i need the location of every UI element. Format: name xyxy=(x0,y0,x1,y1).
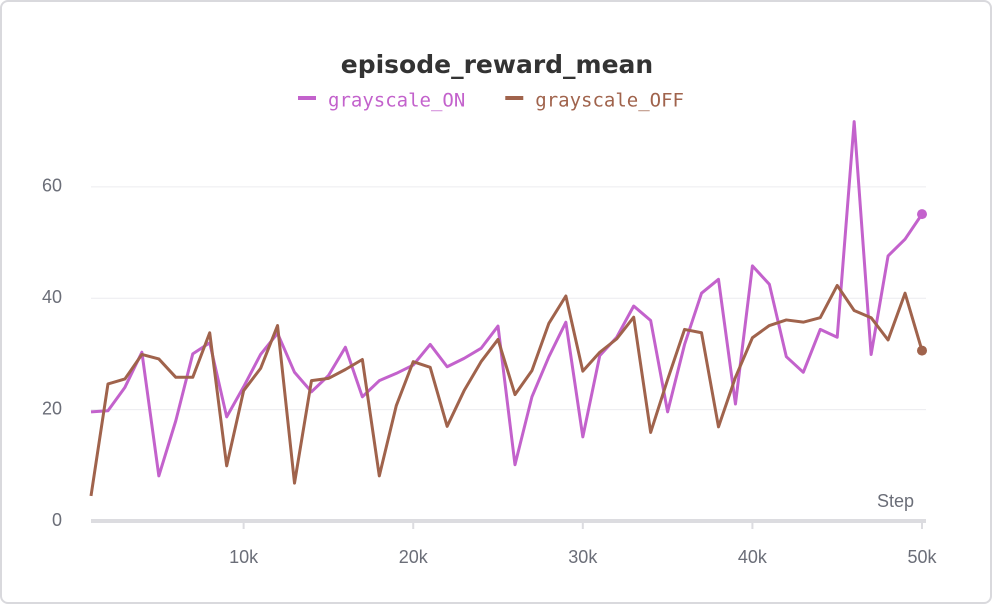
legend-label: grayscale_OFF xyxy=(535,90,684,112)
end-point xyxy=(917,209,927,220)
x-tick-label: 30k xyxy=(568,547,598,567)
chart-title: episode_reward_mean xyxy=(341,50,653,79)
x-tick-label: 50k xyxy=(907,547,937,567)
legend: grayscale_ON grayscale_OFF xyxy=(298,90,684,112)
x-tick-label: 20k xyxy=(399,547,429,567)
x-tick-label: 40k xyxy=(738,547,768,567)
y-tick-label: 40 xyxy=(42,287,62,307)
y-tick-label: 0 xyxy=(52,510,62,530)
y-tick-label: 60 xyxy=(42,176,62,196)
x-axis-label: Step xyxy=(877,491,914,511)
legend-label: grayscale_ON xyxy=(328,90,465,112)
x-tick-label: 10k xyxy=(229,547,259,567)
series-line xyxy=(90,120,924,478)
series-line xyxy=(89,283,924,497)
y-tick-label: 20 xyxy=(42,398,62,418)
end-point xyxy=(917,345,927,356)
